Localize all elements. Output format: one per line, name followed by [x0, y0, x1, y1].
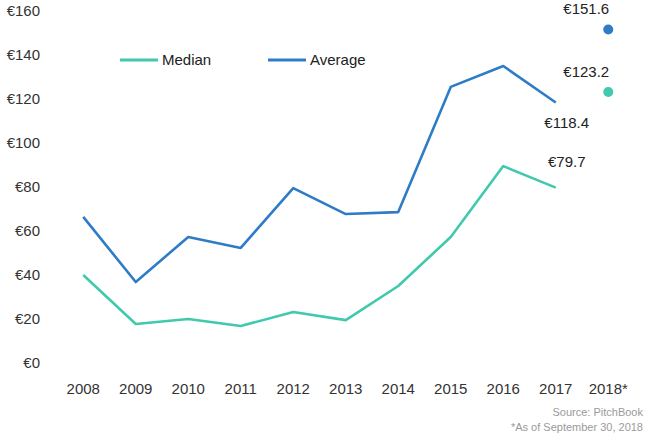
y-tick-label: €140 [7, 46, 40, 63]
y-tick [44, 231, 47, 232]
y-tick-label: €20 [15, 310, 40, 327]
legend-swatch [120, 59, 158, 62]
data-label: €118.4 [544, 114, 589, 131]
y-tick-label: €0 [23, 354, 40, 371]
y-tick [44, 143, 47, 144]
x-tick-label: 2016 [487, 380, 520, 397]
y-tick-label: €60 [15, 222, 40, 239]
x-tick-label: 2014 [382, 380, 415, 397]
chart: €0 €20 €40 €60 €80 €100 €120 €140 €160 2008 2009 20… [0, 0, 659, 437]
x-tick-label: 2013 [329, 380, 362, 397]
series-line [83, 66, 556, 282]
x-tick-label: 2009 [119, 380, 152, 397]
source: Source: PitchBook [553, 406, 644, 418]
y-tick [44, 99, 47, 100]
x-tick-label: 2011 [225, 380, 257, 397]
series-line [83, 166, 556, 326]
y-tick [44, 275, 47, 276]
x-tick-label: 2012 [277, 380, 310, 397]
x-tick-label: 2018* [589, 380, 628, 397]
x-tick-label: 2017 [539, 380, 572, 397]
legend-label: Median [162, 51, 211, 68]
y-tick-label: €100 [7, 134, 40, 151]
data-label: €151.6 [563, 0, 609, 17]
y-tick [44, 187, 47, 188]
y-tick [44, 55, 47, 56]
plot-area [83, 24, 613, 326]
y-tick-label: €40 [15, 266, 40, 283]
y-tick [44, 11, 47, 12]
data-label: €123.2 [563, 63, 609, 80]
x-tick-label: 2008 [67, 380, 100, 397]
footnote: *As of September 30, 2018 [511, 421, 643, 433]
legend-label: Average [310, 51, 366, 68]
point-marker [603, 24, 613, 34]
y-tick [44, 363, 47, 364]
y-tick-label: €120 [7, 90, 40, 107]
legend-swatch [268, 59, 306, 62]
y-tick-label: €160 [7, 2, 40, 19]
x-tick-label: 2015 [434, 380, 467, 397]
point-marker [603, 87, 613, 97]
data-label: €79.7 [548, 153, 586, 170]
y-tick [44, 319, 47, 320]
x-tick-label: 2010 [172, 380, 205, 397]
y-tick-label: €80 [15, 178, 40, 195]
